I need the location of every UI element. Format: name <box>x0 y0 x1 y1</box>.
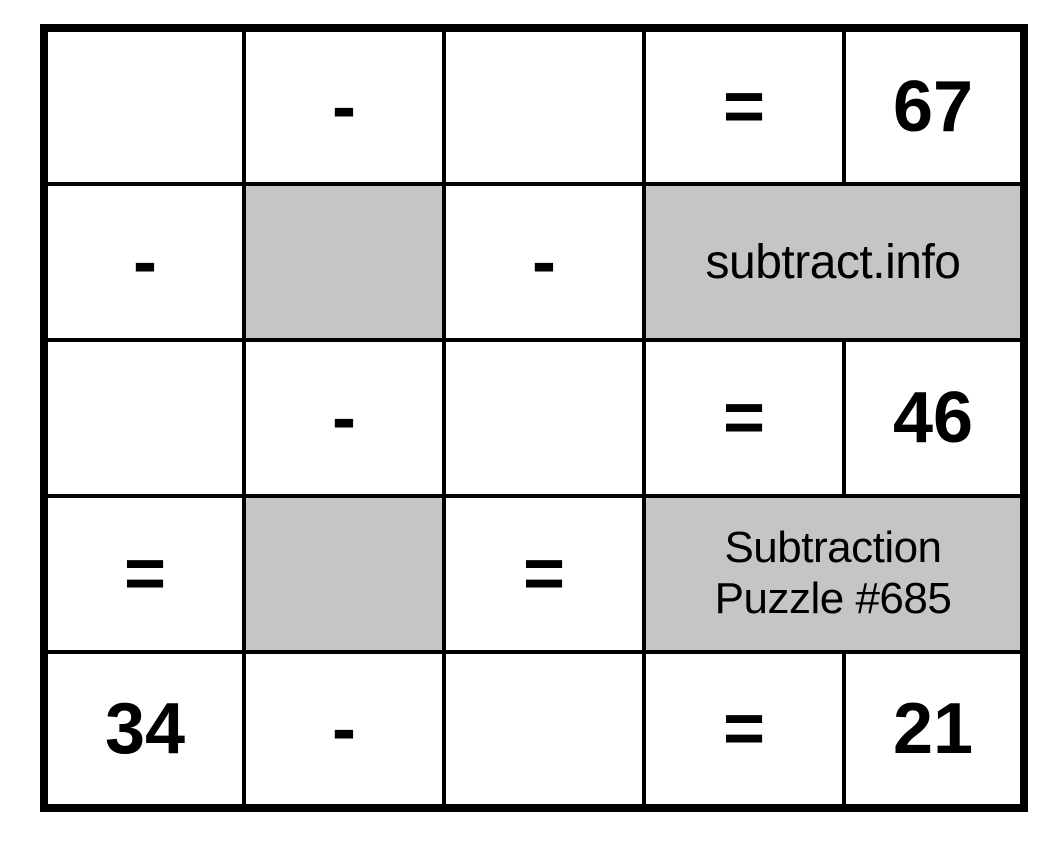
cell-blank <box>444 340 644 496</box>
cell-op-minus: - <box>244 340 444 496</box>
cell-grey <box>244 496 444 652</box>
minus-sign: - <box>332 378 356 458</box>
equals-sign: = <box>523 534 565 614</box>
subtraction-puzzle-grid: - = 67 - - subtract.info - = 46 = = Subt… <box>40 24 1028 812</box>
cell-result: 67 <box>844 28 1024 184</box>
cell-op-minus: - <box>244 652 444 808</box>
equals-sign: = <box>124 534 166 614</box>
site-text: subtract.info <box>706 236 961 289</box>
cell-site-label: subtract.info <box>644 184 1024 340</box>
cell-blank <box>44 340 244 496</box>
equals-sign: = <box>723 689 765 769</box>
puzzle-label-text: Subtraction Puzzle #685 <box>646 523 1020 624</box>
number-value: 67 <box>893 67 973 147</box>
number-value: 21 <box>893 689 973 769</box>
cell-grey <box>244 184 444 340</box>
cell-blank <box>44 28 244 184</box>
cell-op-minus: - <box>244 28 444 184</box>
number-value: 34 <box>105 689 185 769</box>
cell-puzzle-label: Subtraction Puzzle #685 <box>644 496 1024 652</box>
cell-given: 34 <box>44 652 244 808</box>
minus-sign: - <box>332 67 356 147</box>
equals-sign: = <box>723 378 765 458</box>
number-value: 46 <box>893 378 973 458</box>
puzzle-label-line2: Puzzle #685 <box>715 574 952 623</box>
cell-op-equals: = <box>644 28 844 184</box>
cell-blank <box>444 28 644 184</box>
cell-op-equals: = <box>644 652 844 808</box>
equals-sign: = <box>723 67 765 147</box>
cell-op-equals: = <box>644 340 844 496</box>
cell-op-minus: - <box>44 184 244 340</box>
minus-sign: - <box>133 222 157 302</box>
minus-sign: - <box>332 689 356 769</box>
cell-result: 46 <box>844 340 1024 496</box>
cell-op-minus: - <box>444 184 644 340</box>
cell-blank <box>444 652 644 808</box>
minus-sign: - <box>532 222 556 302</box>
cell-op-equals: = <box>444 496 644 652</box>
cell-result: 21 <box>844 652 1024 808</box>
cell-op-equals: = <box>44 496 244 652</box>
puzzle-label-line1: Subtraction <box>724 523 941 572</box>
